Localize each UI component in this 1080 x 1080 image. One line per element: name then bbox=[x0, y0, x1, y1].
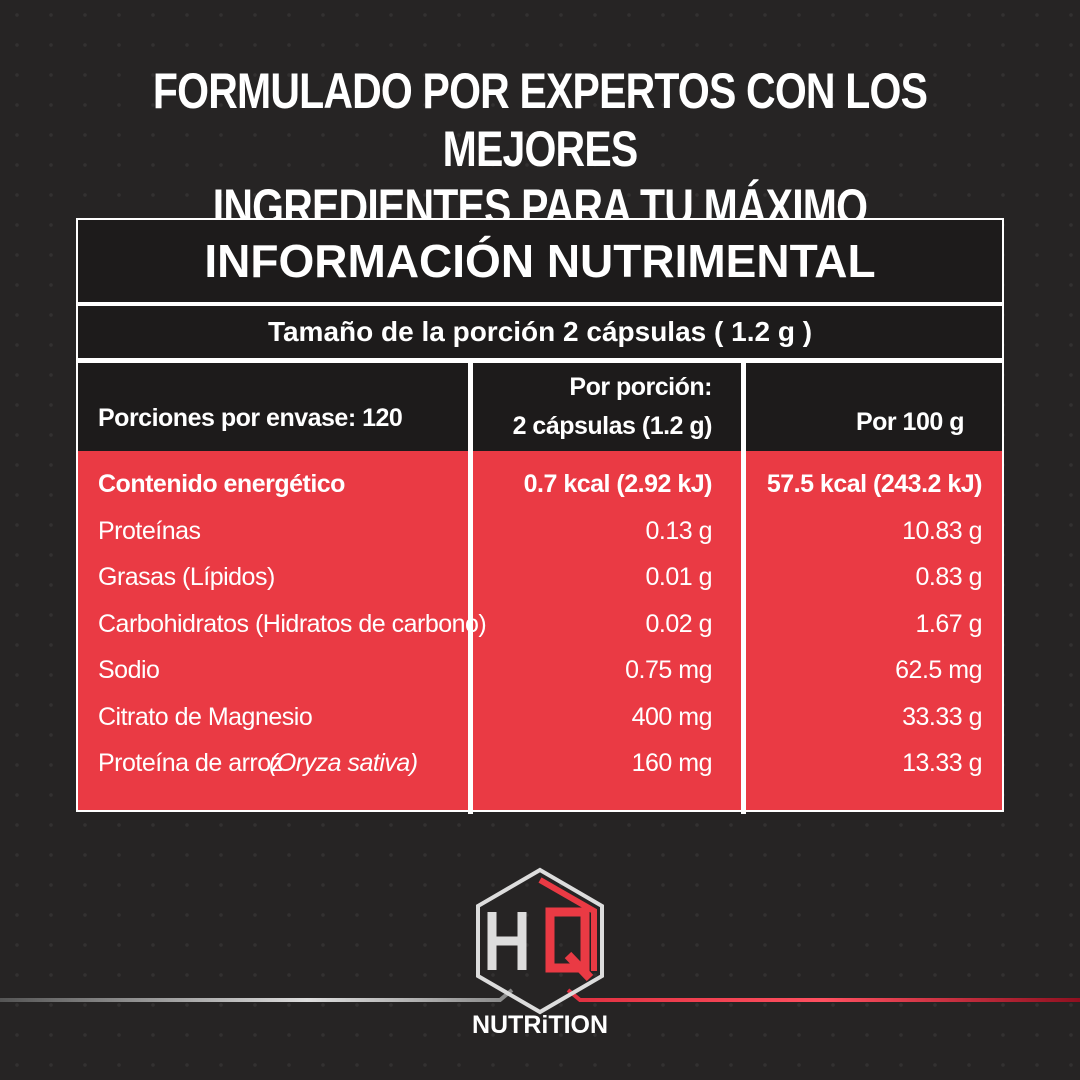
body-background bbox=[78, 451, 1002, 810]
logo-line bbox=[0, 988, 514, 1002]
per-100g-value: 33.33 g bbox=[902, 702, 982, 731]
per-serving-value: 400 mg bbox=[631, 702, 713, 731]
logo: NUTRiTION bbox=[0, 867, 1080, 1039]
column-header: Por 100 g bbox=[855, 408, 965, 436]
per-100g-value: 0.83 g bbox=[915, 563, 982, 591]
divider bbox=[78, 302, 1002, 306]
per-100g-value: 57.5 kcal (243.2 kJ) bbox=[766, 470, 983, 498]
per-serving-value: 0.02 g bbox=[645, 609, 712, 638]
logo-hexagon bbox=[476, 867, 604, 1015]
nutrient-name: Sodio bbox=[98, 656, 160, 684]
nutrition-table: INFORMACIÓN NUTRIMENTAL Tamaño de la por… bbox=[76, 218, 1004, 814]
column-header: Por porción: bbox=[569, 373, 712, 401]
per-serving-value: 0.7 kcal (2.92 kJ) bbox=[523, 470, 713, 498]
nutrient-name: Citrato de Magnesio bbox=[98, 702, 313, 731]
logo-q bbox=[545, 907, 594, 982]
per-serving-value: 0.01 g bbox=[645, 563, 712, 591]
column-divider bbox=[468, 363, 473, 814]
nutrient-name: Grasas (Lípidos) bbox=[98, 563, 275, 591]
nutrient-name: Proteína de arroz bbox=[98, 749, 283, 777]
nutrient-name: Carbohidratos (Hidratos de carbono) bbox=[98, 609, 487, 638]
logo-line bbox=[566, 988, 1080, 1002]
per-100g-value: 10.83 g bbox=[902, 516, 982, 545]
nutrient-name: (Oryza sativa) bbox=[269, 749, 418, 777]
divider bbox=[78, 358, 1002, 363]
column-divider bbox=[741, 363, 746, 814]
logo-accent bbox=[538, 877, 597, 971]
logo-h bbox=[487, 912, 527, 970]
per-100g-value: 62.5 mg bbox=[895, 656, 982, 684]
nutrient-name: Contenido energético bbox=[98, 470, 345, 498]
serving-size: Tamaño de la porción 2 cápsulas ( 1.2 g … bbox=[267, 316, 813, 347]
headline-line: FORMULADO POR EXPERTOS CON LOS MEJORES bbox=[152, 63, 928, 177]
column-header: Porciones por envase: 120 bbox=[98, 404, 403, 432]
logo-text: NUTRiTION bbox=[472, 1011, 608, 1039]
per-serving-value: 0.75 mg bbox=[625, 656, 712, 684]
per-100g-value: 1.67 g bbox=[915, 609, 982, 638]
nutrient-name: Proteínas bbox=[98, 516, 201, 545]
per-100g-value: 13.33 g bbox=[902, 749, 982, 777]
table-title: INFORMACIÓN NUTRIMENTAL bbox=[204, 235, 876, 287]
per-serving-value: 160 mg bbox=[631, 749, 713, 777]
per-serving-value: 0.13 g bbox=[645, 516, 712, 545]
column-header: 2 cápsulas (1.2 g) bbox=[512, 412, 713, 440]
